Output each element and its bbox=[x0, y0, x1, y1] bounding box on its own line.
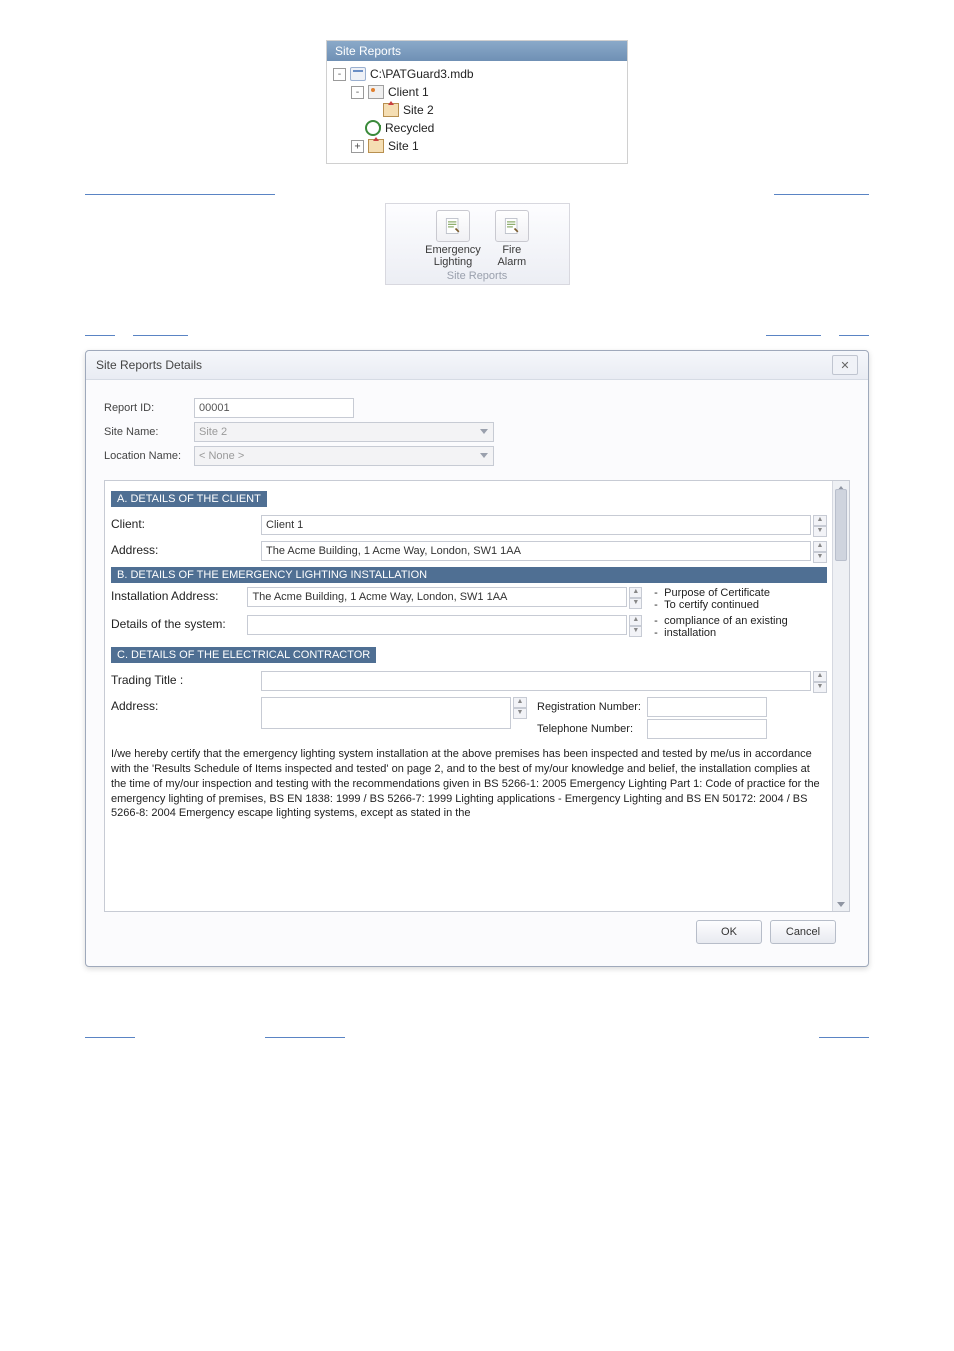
tree-item-label: Recycled bbox=[385, 121, 434, 135]
link-placeholder[interactable] bbox=[85, 194, 275, 195]
client-input[interactable] bbox=[261, 515, 811, 535]
tree-row[interactable]: + Site 1 bbox=[333, 137, 621, 155]
ribbon-group: Emergency Lighting Fire Alarm Site Repor… bbox=[385, 203, 570, 285]
scroll-down-icon[interactable] bbox=[833, 897, 849, 911]
link-placeholder[interactable] bbox=[85, 1037, 135, 1038]
dialog-title: Site Reports Details bbox=[96, 358, 202, 372]
purpose-of-certificate: -compliance of an existing -installation bbox=[654, 615, 827, 639]
scrollbar[interactable] bbox=[832, 481, 849, 911]
registration-number-label: Registration Number: bbox=[537, 701, 647, 713]
tree-item-label: Site 1 bbox=[388, 139, 419, 153]
report-id-input[interactable] bbox=[194, 398, 354, 418]
client-icon bbox=[368, 85, 384, 99]
site-icon bbox=[368, 139, 384, 153]
link-placeholder[interactable] bbox=[85, 323, 115, 336]
tree-item-label: Client 1 bbox=[388, 85, 429, 99]
link-placeholder[interactable] bbox=[819, 1037, 869, 1038]
site-icon bbox=[383, 103, 399, 117]
expand-icon[interactable]: - bbox=[333, 68, 346, 81]
tree-row[interactable]: Site 2 bbox=[333, 101, 621, 119]
ribbon-caption: Site Reports bbox=[390, 270, 565, 282]
site-name-label: Site Name: bbox=[104, 426, 194, 438]
section-a-header: A. DETAILS OF THE CLIENT bbox=[111, 491, 267, 507]
cancel-button[interactable]: Cancel bbox=[770, 920, 836, 944]
tree-row[interactable]: - Client 1 bbox=[333, 83, 621, 101]
link-placeholder[interactable] bbox=[766, 323, 821, 336]
emergency-lighting-button[interactable]: Emergency Lighting bbox=[425, 210, 481, 268]
database-icon bbox=[350, 67, 366, 81]
ok-button[interactable]: OK bbox=[696, 920, 762, 944]
spinner[interactable]: ▲▼ bbox=[629, 615, 642, 637]
spinner[interactable]: ▲▼ bbox=[629, 587, 642, 609]
tree-body: - C:\PATGuard3.mdb - Client 1 Site 2 Rec… bbox=[327, 61, 627, 163]
fire-alarm-button[interactable]: Fire Alarm bbox=[495, 210, 529, 268]
button-label: Fire bbox=[502, 244, 521, 256]
spinner[interactable]: ▲▼ bbox=[813, 541, 827, 563]
tree-row[interactable]: Recycled bbox=[333, 119, 621, 137]
expand-icon[interactable]: - bbox=[351, 86, 364, 99]
address-label: Address: bbox=[111, 541, 261, 557]
site-reports-details-dialog: Site Reports Details ✕ Report ID: Site N… bbox=[85, 350, 869, 967]
link-placeholder[interactable] bbox=[839, 323, 869, 336]
address-label-c: Address: bbox=[111, 697, 261, 713]
contractor-address-input[interactable] bbox=[261, 697, 511, 729]
section-c-header: C. DETAILS OF THE ELECTRICAL CONTRACTOR bbox=[111, 647, 376, 663]
button-label: Lighting bbox=[434, 256, 473, 268]
purpose-of-certificate: -Purpose of Certificate -To certify cont… bbox=[654, 587, 827, 611]
client-label: Client: bbox=[111, 515, 261, 531]
link-placeholder[interactable] bbox=[774, 194, 869, 195]
telephone-number-input[interactable] bbox=[647, 719, 767, 739]
details-system-label: Details of the system: bbox=[111, 615, 247, 631]
report-id-label: Report ID: bbox=[104, 402, 194, 414]
tree-item-label: C:\PATGuard3.mdb bbox=[370, 67, 474, 81]
trading-title-input[interactable] bbox=[261, 671, 811, 691]
report-icon bbox=[495, 210, 529, 242]
installation-address-label: Installation Address: bbox=[111, 587, 247, 603]
spinner[interactable]: ▲▼ bbox=[513, 697, 527, 719]
registration-number-input[interactable] bbox=[647, 697, 767, 717]
scroll-thumb[interactable] bbox=[835, 489, 847, 561]
form-scroll-area: A. DETAILS OF THE CLIENT Client: ▲▼ Addr… bbox=[104, 480, 850, 912]
telephone-number-label: Telephone Number: bbox=[537, 723, 647, 735]
installation-address-input[interactable] bbox=[247, 587, 627, 607]
link-placeholder[interactable] bbox=[133, 323, 188, 336]
recycle-icon bbox=[365, 121, 381, 135]
spinner[interactable]: ▲▼ bbox=[813, 671, 827, 693]
tree-item-label: Site 2 bbox=[403, 103, 434, 117]
tree-title: Site Reports bbox=[327, 41, 627, 61]
expand-icon[interactable]: + bbox=[351, 140, 364, 153]
location-name-label: Location Name: bbox=[104, 450, 194, 462]
details-system-input[interactable] bbox=[247, 615, 627, 635]
tree-panel: Site Reports - C:\PATGuard3.mdb - Client… bbox=[326, 40, 628, 164]
address-input[interactable] bbox=[261, 541, 811, 561]
report-icon bbox=[436, 210, 470, 242]
tree-row[interactable]: - C:\PATGuard3.mdb bbox=[333, 65, 621, 83]
trading-title-label: Trading Title : bbox=[111, 671, 261, 687]
link-placeholder[interactable] bbox=[265, 1037, 345, 1038]
spinner[interactable]: ▲▼ bbox=[813, 515, 827, 537]
button-label: Emergency bbox=[425, 244, 481, 256]
site-name-select[interactable] bbox=[194, 422, 494, 442]
location-name-select[interactable] bbox=[194, 446, 494, 466]
close-button[interactable]: ✕ bbox=[832, 355, 858, 375]
certification-text: I/we hereby certify that the emergency l… bbox=[111, 747, 827, 821]
button-label: Alarm bbox=[497, 256, 526, 268]
section-b-header: B. DETAILS OF THE EMERGENCY LIGHTING INS… bbox=[111, 567, 827, 583]
